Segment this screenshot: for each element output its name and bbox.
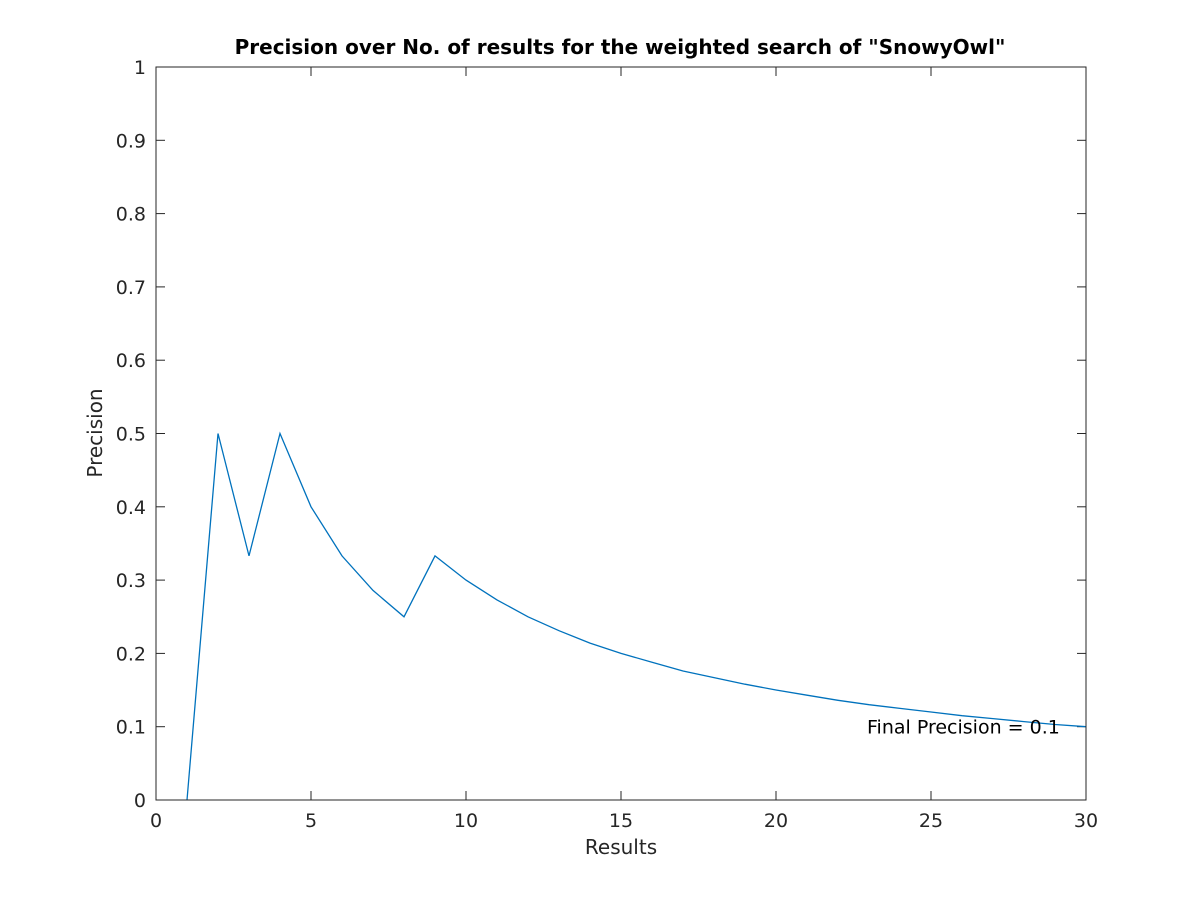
y-tick-label: 0 [134, 790, 146, 812]
x-tick-label: 10 [454, 810, 478, 832]
x-axis-label: Results [585, 835, 657, 859]
tick-labels: 0 5 10 15 20 25 30 0 0.1 0.2 0.3 0.4 0.5 0.6 0.7 0.8 0.9… [116, 57, 1098, 832]
final-precision-annotation: Final Precision = 0.1 [867, 717, 1060, 739]
y-tick-label: 0.6 [116, 350, 146, 372]
x-tick-label: 15 [609, 810, 633, 832]
x-tick-label: 25 [919, 810, 943, 832]
y-tick-label: 0.8 [116, 204, 146, 226]
x-tick-label: 30 [1074, 810, 1098, 832]
y-tick-label: 0.9 [116, 130, 146, 152]
y-tick-label: 0.1 [116, 717, 146, 739]
y-tick-label: 0.2 [116, 643, 146, 665]
chart-title: Precision over No. of results for the we… [235, 35, 1006, 59]
y-axis-label: Precision [83, 388, 107, 477]
y-tick-label: 0.7 [116, 277, 146, 299]
x-tick-label: 5 [305, 810, 317, 832]
x-tick-label: 20 [764, 810, 788, 832]
annotations: Final Precision = 0.1 [867, 717, 1060, 739]
y-tick-label: 0.5 [116, 424, 146, 446]
series-line-0 [186, 431, 1087, 801]
x-tick-label: 0 [150, 810, 162, 832]
y-tick-label: 0.4 [116, 497, 146, 519]
y-tick-label: 0.3 [116, 570, 146, 592]
plot-frame [155, 66, 1087, 801]
y-tick-label: 1 [134, 57, 146, 79]
plot-area [156, 67, 1086, 800]
series-lines [186, 431, 1087, 801]
